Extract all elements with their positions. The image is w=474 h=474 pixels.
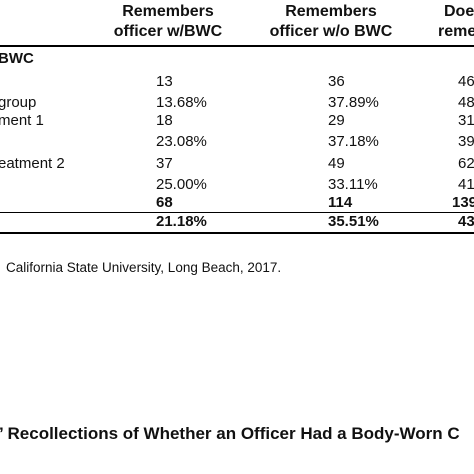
table-cell: 29: [328, 112, 345, 129]
table-cell: 36: [328, 73, 345, 90]
col-header-remembers-with-bwc: Remembers officer w/BWC: [104, 2, 232, 42]
col-header-line2: officer w/BWC: [113, 23, 223, 40]
table-cell: 25.00%: [156, 176, 207, 193]
col-header-line2: reme: [438, 23, 474, 40]
table-cell: 37: [156, 155, 173, 172]
row-label: eatment 2: [0, 155, 65, 172]
table-caption: ’ Recollections of Whether an Officer Ha…: [0, 424, 460, 443]
table-cell: 41: [458, 176, 474, 193]
total-separator-rule: [0, 212, 474, 213]
table-cell: 33.11%: [328, 176, 378, 193]
row-label: ment 1: [0, 112, 44, 129]
header-rule: [0, 45, 474, 47]
table-bottom-rule: [0, 232, 474, 234]
col-header-line1: Doe: [444, 3, 474, 20]
total-percent-cell: 43: [458, 213, 474, 230]
col-header-does-not-remember: Doe reme: [438, 2, 474, 42]
col-header-line2: officer w/o BWC: [269, 23, 393, 40]
table-cell: 46: [458, 73, 474, 90]
table-cell: 31: [458, 112, 474, 129]
total-count-cell: 68: [156, 194, 173, 211]
row-label: group: [0, 94, 37, 111]
section-label: BWC: [0, 50, 34, 67]
col-header-line1: Remembers: [122, 3, 214, 20]
table-cell: 37.18%: [328, 133, 379, 150]
table-cell: 39: [458, 133, 474, 150]
table-cell: 62: [458, 155, 474, 172]
table-cell: 23.08%: [156, 133, 207, 150]
table-cell: 37.89%: [328, 94, 379, 111]
total-percent-cell: 35.51%: [328, 213, 379, 230]
col-header-line1: Remembers: [285, 3, 377, 20]
table-cell: 13: [156, 73, 173, 90]
table-cell: 48: [458, 94, 474, 111]
total-count-cell: 139: [452, 194, 474, 211]
table-cell: 13.68%: [156, 94, 207, 111]
table-cell: 49: [328, 155, 345, 172]
total-count-cell: 114: [328, 194, 353, 211]
col-header-remembers-without-bwc: Remembers officer w/o BWC: [258, 2, 404, 42]
total-percent-cell: 21.18%: [156, 213, 207, 230]
source-note: California State University, Long Beach,…: [6, 260, 282, 275]
table-cell: 18: [156, 112, 173, 129]
